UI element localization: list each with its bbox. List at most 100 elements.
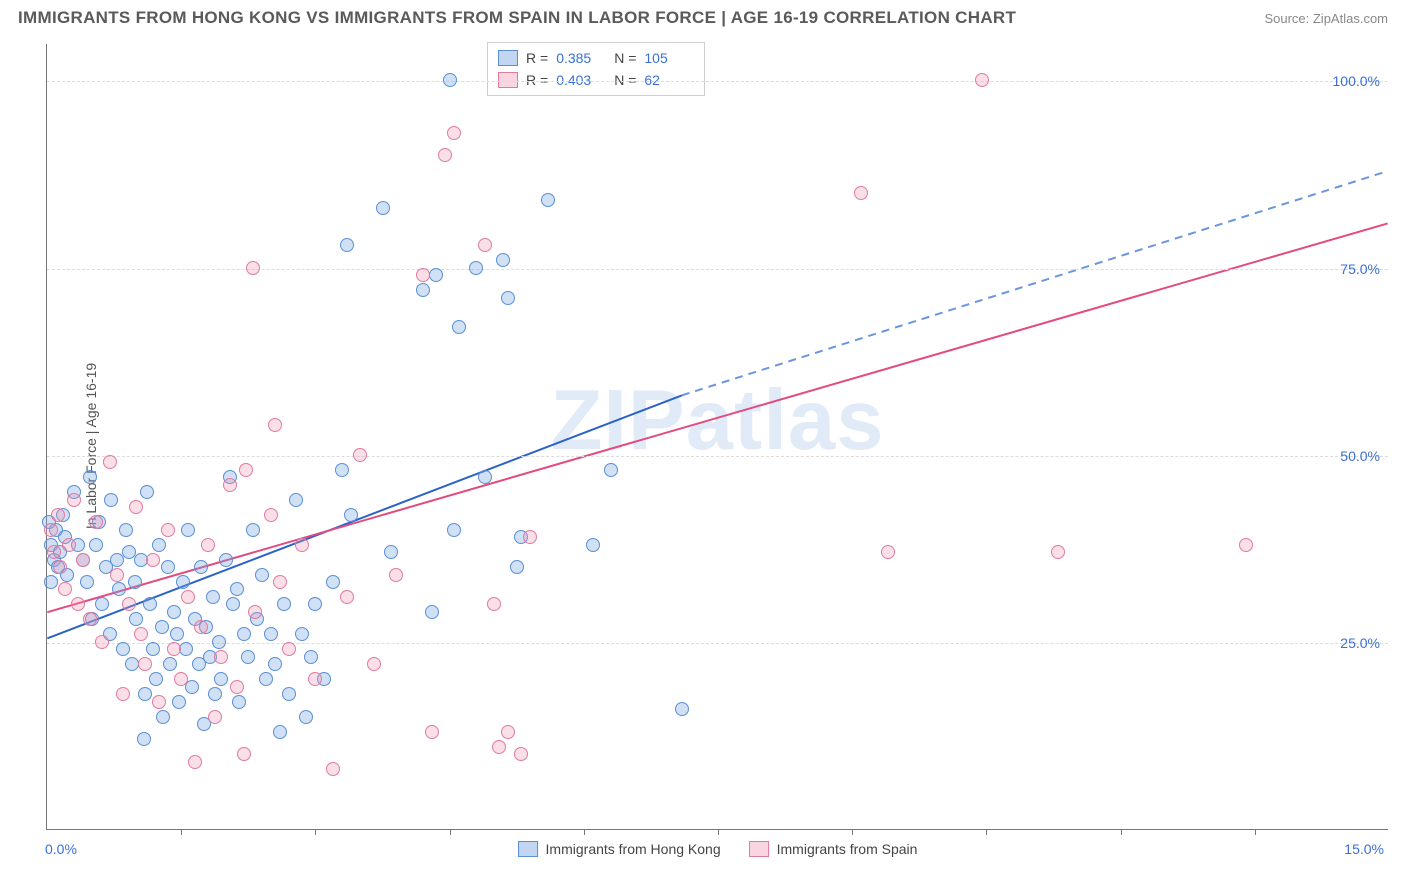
data-point: [51, 508, 65, 522]
swatch-es-icon: [749, 841, 769, 857]
data-point: [89, 515, 103, 529]
scatter-chart: ZIPatlas R = 0.385 N = 105 R = 0.403 N =…: [46, 44, 1388, 830]
data-point: [1051, 545, 1065, 559]
data-point: [230, 582, 244, 596]
data-point: [103, 455, 117, 469]
data-point: [854, 186, 868, 200]
data-point: [478, 470, 492, 484]
x-tick-mark: [986, 829, 987, 835]
chart-source: Source: ZipAtlas.com: [1264, 11, 1388, 26]
chart-title: IMMIGRANTS FROM HONG KONG VS IMMIGRANTS …: [18, 8, 1016, 28]
y-tick-label: 25.0%: [1340, 635, 1380, 651]
data-point: [167, 605, 181, 619]
data-point: [170, 627, 184, 641]
data-point: [83, 470, 97, 484]
x-tick-mark: [852, 829, 853, 835]
n-label: N =: [614, 69, 636, 91]
data-point: [501, 725, 515, 739]
data-point: [304, 650, 318, 664]
stats-legend: R = 0.385 N = 105 R = 0.403 N = 62: [487, 42, 705, 96]
data-point: [181, 523, 195, 537]
data-point: [206, 590, 220, 604]
data-point: [156, 710, 170, 724]
data-point: [416, 283, 430, 297]
data-point: [523, 530, 537, 544]
data-point: [138, 687, 152, 701]
data-point: [104, 493, 118, 507]
data-point: [241, 650, 255, 664]
stats-row-es: R = 0.403 N = 62: [498, 69, 694, 91]
data-point: [425, 605, 439, 619]
y-tick-label: 100.0%: [1333, 73, 1380, 89]
data-point: [138, 657, 152, 671]
data-point: [492, 740, 506, 754]
r-value-es: 0.403: [556, 69, 606, 91]
n-value-hk: 105: [644, 47, 694, 69]
data-point: [167, 642, 181, 656]
data-point: [47, 545, 61, 559]
data-point: [416, 268, 430, 282]
data-point: [112, 582, 126, 596]
data-point: [264, 627, 278, 641]
data-point: [134, 627, 148, 641]
n-value-es: 62: [644, 69, 694, 91]
data-point: [273, 725, 287, 739]
data-point: [326, 575, 340, 589]
data-point: [194, 620, 208, 634]
data-point: [295, 538, 309, 552]
data-point: [80, 575, 94, 589]
data-point: [129, 612, 143, 626]
data-point: [478, 238, 492, 252]
data-point: [226, 597, 240, 611]
data-point: [259, 672, 273, 686]
data-point: [308, 672, 322, 686]
data-point: [273, 575, 287, 589]
data-point: [137, 732, 151, 746]
data-point: [586, 538, 600, 552]
data-point: [62, 538, 76, 552]
data-point: [604, 463, 618, 477]
data-point: [308, 597, 322, 611]
trend-lines: [47, 44, 1388, 829]
data-point: [443, 73, 457, 87]
series-legend: Immigrants from Hong Kong Immigrants fro…: [518, 841, 918, 857]
r-label: R =: [526, 47, 548, 69]
data-point: [219, 553, 233, 567]
data-point: [140, 485, 154, 499]
data-point: [268, 418, 282, 432]
x-tick-mark: [181, 829, 182, 835]
data-point: [95, 597, 109, 611]
data-point: [438, 148, 452, 162]
data-point: [268, 657, 282, 671]
data-point: [232, 695, 246, 709]
data-point: [246, 523, 260, 537]
data-point: [389, 568, 403, 582]
data-point: [881, 545, 895, 559]
data-point: [122, 597, 136, 611]
data-point: [71, 597, 85, 611]
data-point: [239, 463, 253, 477]
data-point: [340, 238, 354, 252]
n-label: N =: [614, 47, 636, 69]
data-point: [152, 695, 166, 709]
x-tick-mark: [1255, 829, 1256, 835]
data-point: [161, 523, 175, 537]
data-point: [230, 680, 244, 694]
gridline: [47, 643, 1388, 644]
data-point: [152, 538, 166, 552]
data-point: [425, 725, 439, 739]
data-point: [116, 687, 130, 701]
y-tick-label: 50.0%: [1340, 448, 1380, 464]
data-point: [143, 597, 157, 611]
data-point: [110, 568, 124, 582]
data-point: [237, 627, 251, 641]
data-point: [1239, 538, 1253, 552]
data-point: [514, 747, 528, 761]
x-tick-label: 15.0%: [1344, 841, 1384, 857]
gridline: [47, 456, 1388, 457]
swatch-es-icon: [498, 72, 518, 88]
y-tick-label: 75.0%: [1340, 261, 1380, 277]
data-point: [223, 478, 237, 492]
data-point: [344, 508, 358, 522]
data-point: [214, 672, 228, 686]
